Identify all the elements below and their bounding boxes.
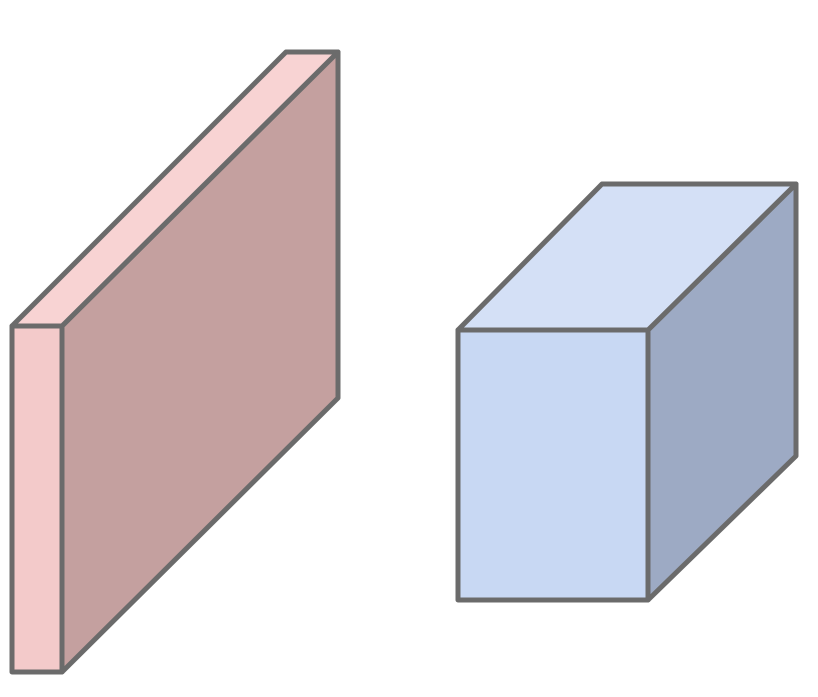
blue-cube xyxy=(455,181,799,603)
pink-slab-front-face xyxy=(9,323,65,675)
pink-slab xyxy=(9,49,341,675)
blue-cube-front-face xyxy=(455,327,651,603)
